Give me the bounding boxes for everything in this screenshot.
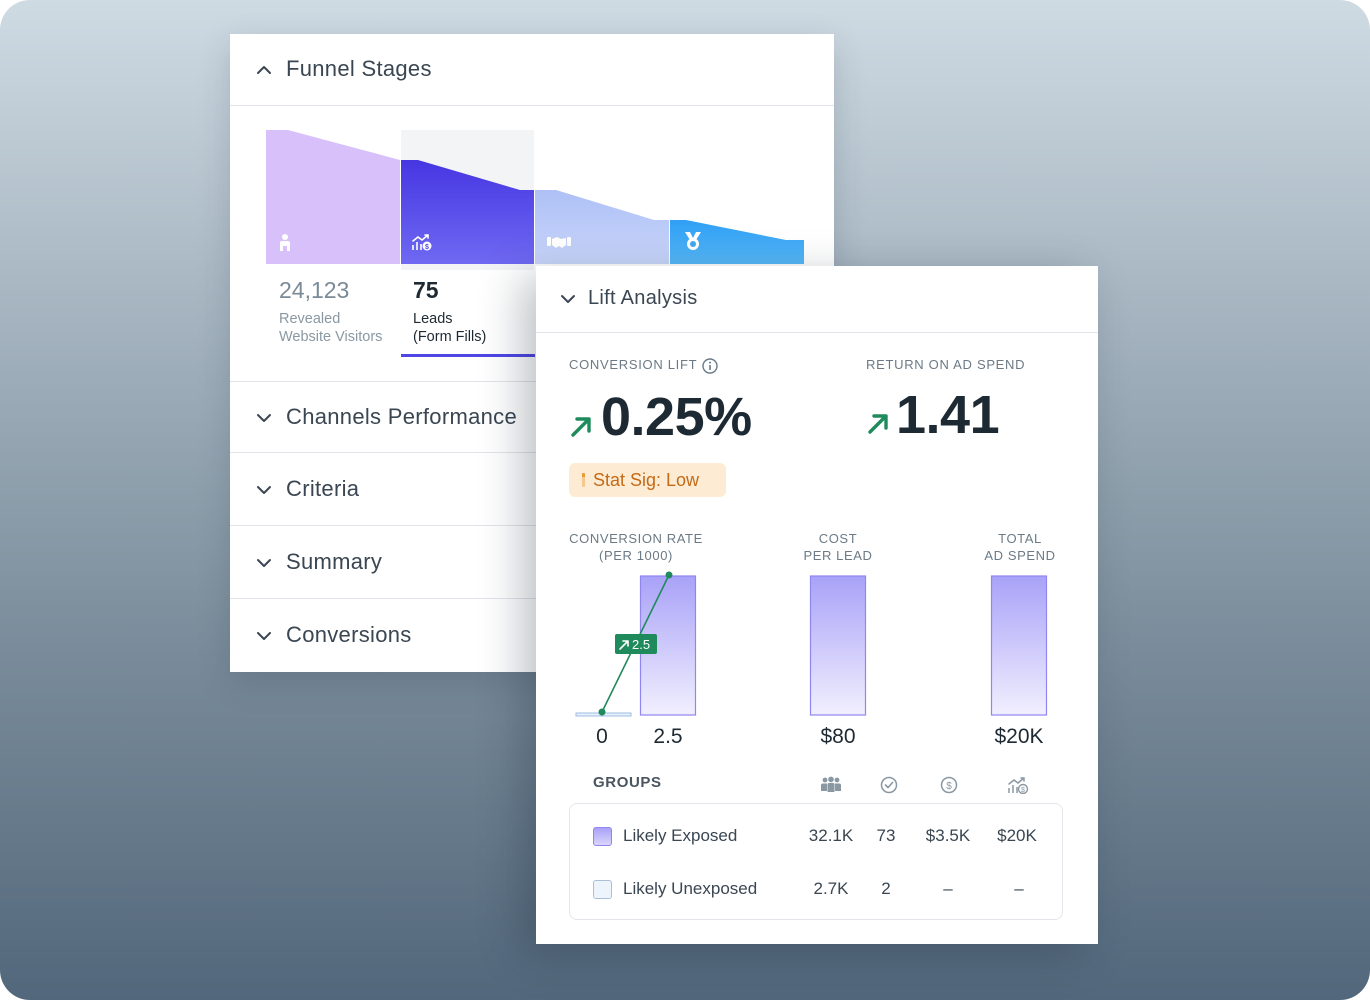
chart-dollar-icon: $ — [412, 234, 432, 251]
total-ad-spend-value: $20K — [994, 725, 1044, 748]
exposed-swatch — [593, 827, 612, 846]
lift-analysis-panel: Lift Analysis CONVERSION LIFT 0.25% RETU… — [536, 266, 1098, 944]
unexposed-swatch — [593, 880, 612, 899]
trend-up-icon — [619, 640, 629, 650]
total-ad-spend-bar[interactable] — [990, 575, 1048, 716]
chevron-down-icon — [257, 414, 271, 422]
check-circle-icon — [880, 776, 898, 794]
header-line2: (PER 1000) — [599, 548, 673, 563]
stage-2-label-line2: (Form Fills) — [413, 329, 487, 345]
channels-performance-section[interactable]: Channels Performance — [230, 381, 834, 453]
svg-text:$: $ — [425, 244, 429, 251]
conversion-lift-label: CONVERSION LIFT — [569, 357, 698, 372]
funnel-stages-header[interactable]: Funnel Stages — [230, 34, 834, 106]
header-line1: TOTAL — [998, 531, 1042, 546]
stat-sig-indicator — [582, 473, 585, 487]
stat-sig-badge: Stat Sig: Low — [569, 463, 726, 497]
trend-up-icon — [571, 417, 591, 437]
cost-per-lead-value: $80 — [820, 725, 856, 748]
group-visitors: 32.1K — [808, 826, 854, 845]
conversion-lift-value: 0.25% — [601, 387, 752, 447]
dollar-circle-icon: $ — [940, 776, 958, 794]
chevron-down-icon — [257, 486, 271, 494]
stage-2-label-line1: Leads — [413, 311, 453, 327]
funnel-stage-leads[interactable] — [401, 160, 534, 264]
group-cost: – — [943, 879, 953, 898]
stage-2-label: Leads (Form Fills) — [413, 310, 486, 346]
header-line1: CONVERSION RATE — [569, 531, 703, 546]
conversion-rate-exposed-value: 2.5 — [653, 725, 683, 748]
chart-dollar-icon: $ — [1008, 777, 1029, 794]
summary-section[interactable]: Summary — [230, 527, 834, 599]
funnel-chart: $ — [266, 130, 804, 270]
selected-stage-underline — [401, 354, 535, 357]
stage-1-label: Revealed Website Visitors — [279, 310, 382, 346]
section-title: Summary — [286, 549, 383, 574]
group-cost: $3.5K — [925, 826, 971, 845]
cost-per-lead-bar[interactable] — [809, 575, 867, 716]
group-visitors: 2.7K — [813, 879, 849, 898]
lift-analysis-title: Lift Analysis — [588, 287, 698, 309]
lift-end-point — [665, 571, 673, 579]
stat-sig-text: Stat Sig: Low — [593, 470, 700, 490]
funnel-stage-customers[interactable] — [670, 220, 804, 264]
person-icon — [280, 234, 290, 251]
stage-1-value: 24,123 — [279, 277, 350, 303]
metric-bars: 2.5 — [575, 571, 1048, 717]
stage-2-value: 75 — [413, 277, 439, 303]
people-icon — [821, 776, 841, 792]
group-spend: – — [1014, 879, 1024, 898]
group-conversions: 73 — [876, 826, 896, 845]
header-line1: COST — [818, 531, 858, 546]
trend-up-icon — [868, 414, 888, 434]
group-conversions: 2 — [881, 879, 891, 898]
lift-tag-value: 2.5 — [632, 637, 650, 652]
chevron-down-icon — [257, 632, 271, 640]
table-row[interactable]: Likely Unexposed 2.7K 2 – – — [570, 870, 1064, 910]
funnel-stages-title: Funnel Stages — [286, 56, 432, 81]
section-title: Conversions — [286, 622, 412, 647]
section-title: Channels Performance — [286, 404, 518, 429]
conversions-section[interactable]: Conversions — [230, 600, 834, 672]
stage-1-label-line2: Website Visitors — [279, 329, 383, 345]
roas-label: RETURN ON AD SPEND — [866, 357, 1026, 372]
total-ad-spend-header: TOTAL AD SPEND — [940, 530, 1100, 564]
lift-start-point — [598, 708, 606, 716]
funnel-stage-visitors[interactable] — [266, 130, 400, 264]
handshake-icon — [547, 237, 571, 248]
svg-text:$: $ — [1021, 787, 1025, 794]
cost-per-lead-header: COST PER LEAD — [758, 530, 918, 564]
chevron-down-icon — [561, 295, 575, 303]
groups-table: Likely Exposed 32.1K 73 $3.5K $20K Likel… — [569, 803, 1063, 920]
header-line2: AD SPEND — [984, 548, 1056, 563]
table-row[interactable]: Likely Exposed 32.1K 73 $3.5K $20K — [570, 817, 1064, 857]
lift-tag — [615, 634, 657, 654]
group-spend: $20K — [997, 826, 1037, 845]
criteria-section[interactable]: Criteria — [230, 454, 834, 526]
conversion-rate-unexposed-value: 0 — [596, 725, 608, 748]
info-icon[interactable] — [702, 358, 718, 374]
medal-icon — [685, 232, 701, 250]
header-line2: PER LEAD — [803, 548, 873, 563]
funnel-stage-deals[interactable] — [535, 190, 669, 264]
chevron-down-icon — [257, 559, 271, 567]
groups-header: GROUPS — [593, 774, 662, 791]
group-name: Likely Unexposed — [623, 879, 758, 898]
svg-text:$: $ — [946, 781, 952, 792]
conversion-rate-header: CONVERSION RATE (PER 1000) — [536, 530, 736, 564]
chevron-up-icon — [257, 66, 271, 74]
group-name: Likely Exposed — [623, 826, 738, 845]
stage-1-label-line1: Revealed — [279, 311, 341, 327]
section-title: Criteria — [286, 476, 360, 501]
roas-value: 1.41 — [896, 385, 1000, 445]
lift-analysis-header[interactable]: Lift Analysis — [536, 266, 1098, 333]
